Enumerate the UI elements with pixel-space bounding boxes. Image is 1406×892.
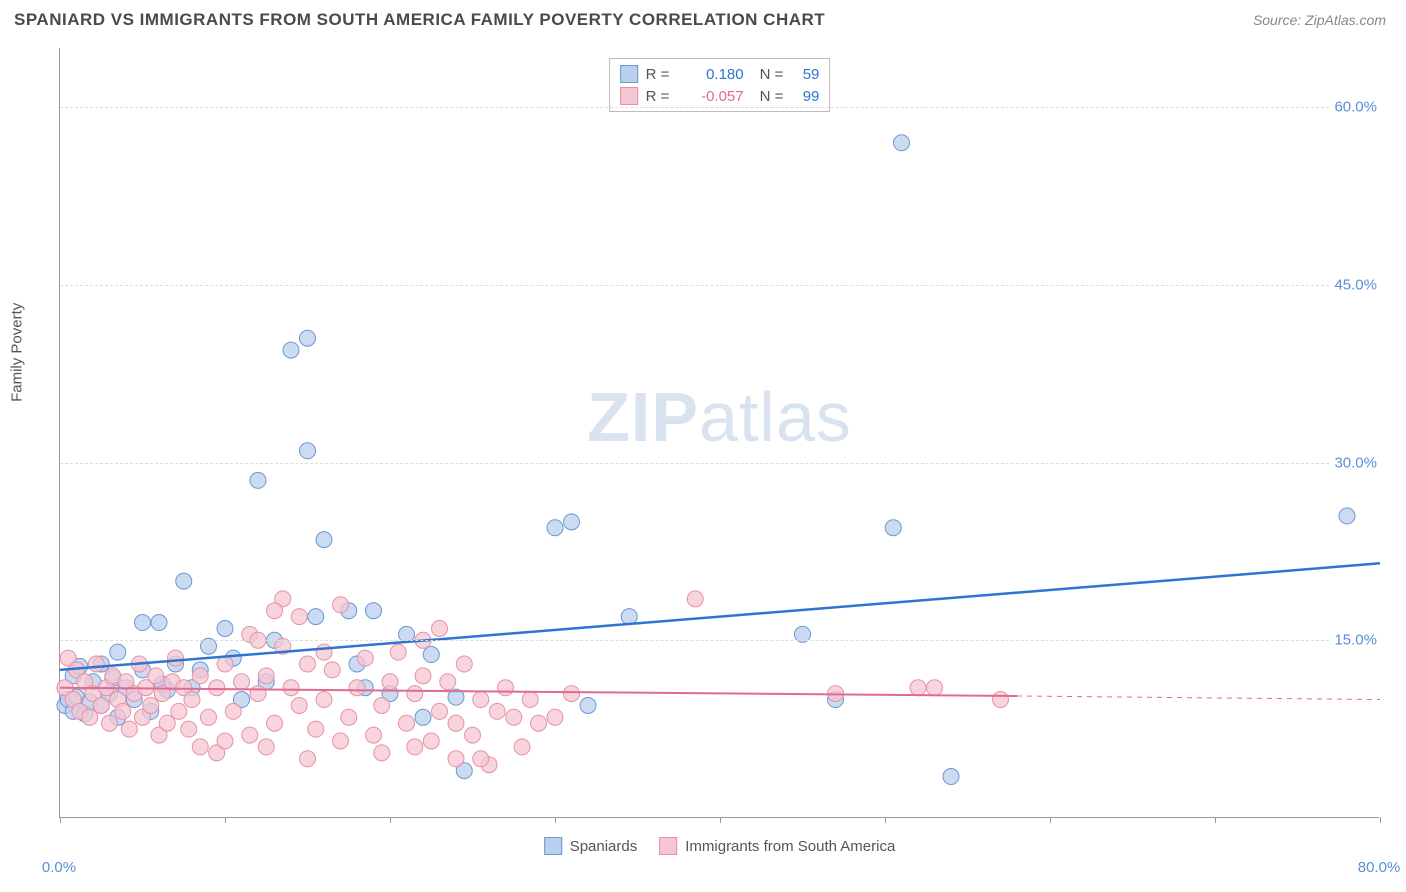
x-tick <box>1380 817 1381 823</box>
legend-swatch-immigrants <box>620 87 638 105</box>
x-tick <box>885 817 886 823</box>
legend-swatch-spaniards <box>620 65 638 83</box>
x-tick <box>720 817 721 823</box>
grid-line <box>60 285 1379 286</box>
x-tick <box>225 817 226 823</box>
scatter-plot-svg <box>60 48 1379 817</box>
r-value-spaniards: 0.180 <box>684 66 744 83</box>
x-tick-label: 0.0% <box>42 859 76 876</box>
y-tick-label: 15.0% <box>1330 632 1381 649</box>
chart-header: SPANIARD VS IMMIGRANTS FROM SOUTH AMERIC… <box>0 0 1406 35</box>
y-axis-label: Family Poverty <box>9 303 26 402</box>
legend-item-spaniards: Spaniards <box>544 837 638 855</box>
legend-row-spaniards: R = 0.180 N = 59 <box>620 63 820 85</box>
x-tick-label: 80.0% <box>1358 859 1401 876</box>
legend-swatch-immigrants-icon <box>659 837 677 855</box>
x-tick <box>390 817 391 823</box>
n-label: N = <box>760 66 784 83</box>
n-label: N = <box>760 88 784 105</box>
grid-line <box>60 463 1379 464</box>
x-tick <box>60 817 61 823</box>
x-tick <box>1050 817 1051 823</box>
grid-line <box>60 107 1379 108</box>
r-value-immigrants: -0.057 <box>684 88 744 105</box>
plot-area: ZIPatlas R = 0.180 N = 59 R = -0.057 N =… <box>59 48 1379 818</box>
chart-source: Source: ZipAtlas.com <box>1253 12 1386 28</box>
y-tick-label: 30.0% <box>1330 454 1381 471</box>
r-label: R = <box>646 66 676 83</box>
legend-item-immigrants: Immigrants from South America <box>659 837 895 855</box>
legend-row-immigrants: R = -0.057 N = 99 <box>620 85 820 107</box>
n-value-spaniards: 59 <box>791 66 819 83</box>
n-value-immigrants: 99 <box>791 88 819 105</box>
y-tick-label: 45.0% <box>1330 276 1381 293</box>
legend-swatch-spaniards-icon <box>544 837 562 855</box>
x-tick <box>555 817 556 823</box>
correlation-legend: R = 0.180 N = 59 R = -0.057 N = 99 <box>609 58 831 112</box>
legend-label-immigrants: Immigrants from South America <box>685 838 895 855</box>
chart-container: Family Poverty ZIPatlas R = 0.180 N = 59… <box>45 48 1385 838</box>
grid-line <box>60 640 1379 641</box>
chart-title: SPANIARD VS IMMIGRANTS FROM SOUTH AMERIC… <box>14 10 825 30</box>
r-label: R = <box>646 88 676 105</box>
x-tick <box>1215 817 1216 823</box>
series-legend: Spaniards Immigrants from South America <box>544 837 896 855</box>
y-tick-label: 60.0% <box>1330 99 1381 116</box>
legend-label-spaniards: Spaniards <box>570 838 638 855</box>
